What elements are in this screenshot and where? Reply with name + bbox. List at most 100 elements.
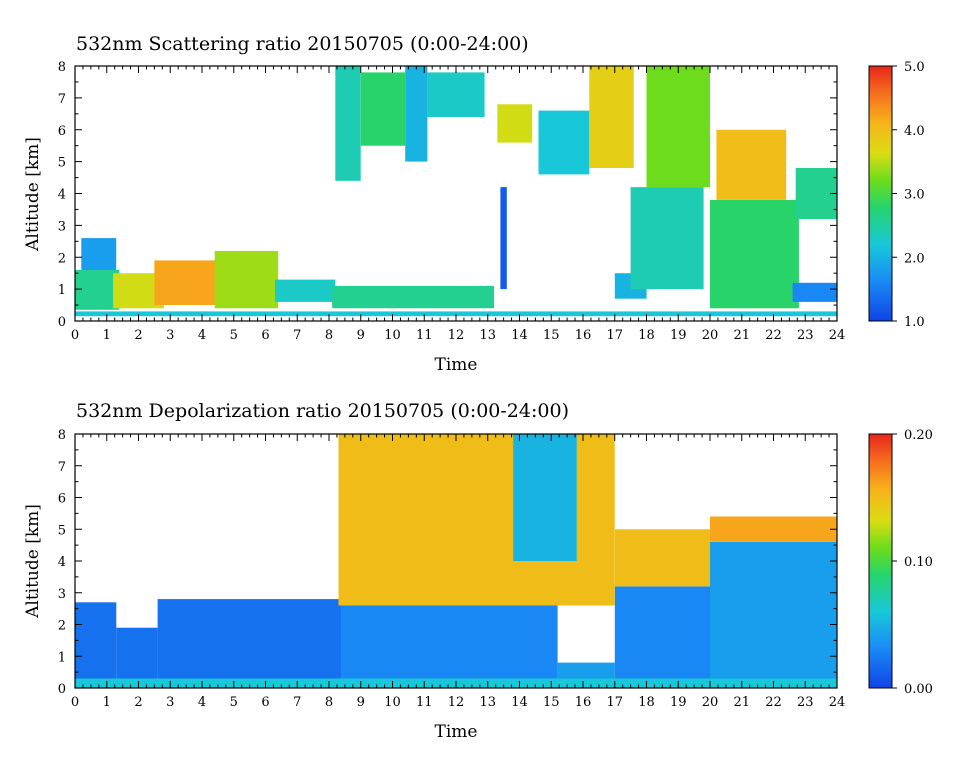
x-tick-label: 22 [765, 328, 782, 343]
x-tick-label: 17 [606, 328, 623, 343]
heatmap-cell [427, 72, 485, 117]
y-tick-label: 8 [58, 60, 66, 75]
heatmap-cell [710, 542, 837, 679]
x-tick-label: 11 [416, 328, 433, 343]
panel-title: 532nm Scattering ratio 20150705 (0:00-24… [76, 33, 529, 55]
x-tick-label: 2 [134, 328, 142, 343]
y-tick-label: 1 [58, 283, 66, 298]
heatmap-cell [75, 270, 120, 310]
x-tick-label: 5 [230, 695, 238, 710]
x-tick-label: 7 [293, 695, 301, 710]
heatmap-cell [716, 129, 787, 200]
x-tick-label: 1 [103, 328, 111, 343]
colorbar-tick-label: 1.0 [904, 315, 925, 330]
x-tick-label: 4 [198, 328, 206, 343]
x-tick-label: 18 [638, 695, 655, 710]
x-tick-label: 8 [325, 328, 333, 343]
heatmap-cell [214, 250, 279, 309]
colorbar-tick-label: 0.10 [904, 555, 933, 570]
x-tick-label: 19 [670, 695, 687, 710]
y-tick-label: 4 [58, 555, 66, 570]
y-axis-label: Altitude [km] [23, 504, 43, 619]
x-tick-label: 17 [606, 695, 623, 710]
x-tick-label: 15 [543, 695, 560, 710]
heatmap-cell [157, 599, 342, 679]
colorbar-tick-label: 5.0 [904, 60, 925, 75]
x-tick-label: 8 [325, 695, 333, 710]
x-tick-label: 21 [733, 328, 750, 343]
y-tick-label: 7 [58, 460, 66, 475]
colorbar-tick-label: 0.00 [904, 682, 933, 697]
heatmap-cell [75, 311, 837, 317]
x-tick-label: 18 [638, 328, 655, 343]
x-tick-label: 16 [575, 695, 592, 710]
heatmap-cell [710, 516, 837, 542]
scattering-ratio-panel: 532nm Scattering ratio 20150705 (0:00-24… [23, 33, 925, 375]
x-tick-label: 20 [702, 328, 719, 343]
x-tick-label: 13 [479, 695, 496, 710]
x-tick-label: 3 [166, 695, 174, 710]
y-tick-label: 3 [58, 219, 66, 234]
colorbar-tick-label: 3.0 [904, 188, 925, 203]
x-tick-label: 14 [511, 328, 528, 343]
colorbar-tick-label: 4.0 [904, 124, 925, 139]
heatmap-cell [614, 586, 711, 679]
colorbar-ticks: 0.00 0.10 0.20 [892, 428, 933, 697]
heatmap-cell [538, 110, 590, 175]
y-axis-label: Altitude [km] [23, 137, 43, 252]
heatmap-cell [75, 602, 117, 679]
axes: 0 1 2 3 4 5 6 7 8 9 10 11 12 13 14 15 16 17 18 19 20 21 22 23 24… [58, 60, 846, 343]
axes: 0 1 2 3 4 5 6 7 8 9 10 11 12 13 14 15 16 17 18 19 20 21 22 23 24… [58, 428, 846, 710]
x-tick-label: 19 [670, 328, 687, 343]
x-tick-label: 16 [575, 328, 592, 343]
heatmap-cell [81, 238, 117, 270]
colorbar-tick-label: 2.0 [904, 251, 925, 266]
x-tick-label: 6 [261, 328, 269, 343]
y-tick-label: 5 [58, 156, 66, 171]
x-axis-label: Time [435, 722, 478, 742]
x-tick-label: 1 [103, 695, 111, 710]
heatmap-cell [614, 529, 711, 587]
x-tick-label: 7 [293, 328, 301, 343]
colorbar-ticks: 1.0 2.0 3.0 4.0 5.0 [892, 60, 925, 330]
x-tick-label: 24 [829, 695, 846, 710]
depolarization-ratio-panel: 532nm Depolarization ratio 20150705 (0:0… [23, 400, 933, 742]
x-tick-label: 9 [357, 695, 365, 710]
heatmap-cell [360, 72, 406, 146]
x-tick-label: 13 [479, 328, 496, 343]
heatmap-cell [513, 434, 577, 561]
colorbar [868, 433, 893, 689]
heatmap-cell [792, 282, 837, 302]
heatmap-cell [335, 66, 361, 181]
y-tick-label: 5 [58, 523, 66, 538]
y-tick-label: 6 [58, 492, 66, 507]
heatmap-cell [497, 104, 533, 143]
x-tick-label: 5 [230, 328, 238, 343]
x-tick-label: 21 [733, 695, 750, 710]
heatmap-cell [332, 285, 495, 309]
x-tick-label: 24 [829, 328, 846, 343]
y-tick-label: 7 [58, 92, 66, 107]
heatmap-cell [646, 66, 710, 188]
heatmap-cell [500, 187, 507, 290]
heatmap-cell [710, 199, 799, 309]
x-tick-label: 11 [416, 695, 433, 710]
x-tick-label: 2 [134, 695, 142, 710]
x-tick-label: 12 [448, 328, 465, 343]
y-tick-label: 2 [58, 619, 66, 634]
x-tick-label: 20 [702, 695, 719, 710]
heatmap-cell [116, 627, 158, 679]
x-tick-label: 9 [357, 328, 365, 343]
y-tick-label: 1 [58, 650, 66, 665]
heatmap-area [75, 434, 837, 688]
x-tick-label: 10 [384, 695, 401, 710]
y-tick-label: 6 [58, 124, 66, 139]
x-tick-label: 12 [448, 695, 465, 710]
heatmap-cell [589, 66, 634, 168]
x-tick-label: 3 [166, 328, 174, 343]
y-tick-label: 0 [58, 682, 66, 697]
x-tick-label: 15 [543, 328, 560, 343]
heatmap-cell [405, 66, 428, 162]
